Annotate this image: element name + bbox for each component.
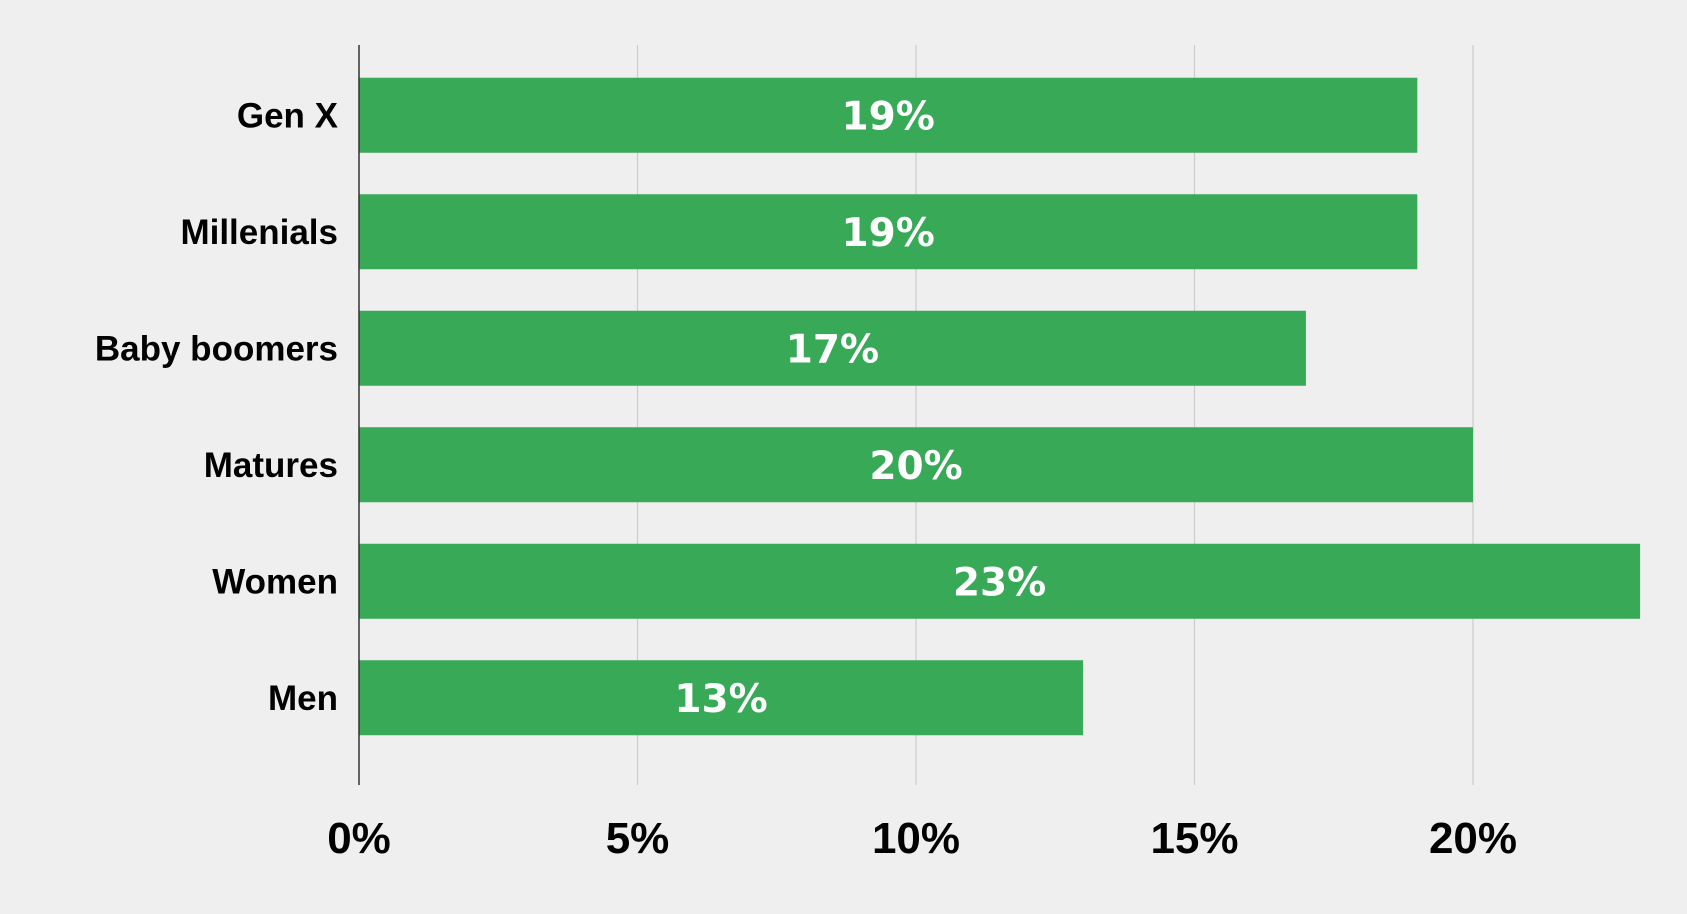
data-label: 19% xyxy=(841,94,934,139)
bar xyxy=(359,660,1084,736)
category-label: Matures xyxy=(204,446,338,485)
data-label: 20% xyxy=(869,444,962,489)
data-label: 17% xyxy=(786,327,879,372)
labels: 0% 5% 10% 15% 20% 19% Gen X 19% Millenials 17% Bab… xyxy=(95,94,1517,863)
category-label: Gen X xyxy=(237,96,339,135)
x-tick-label: 15% xyxy=(1150,814,1238,863)
bar xyxy=(359,77,1418,153)
bar xyxy=(359,310,1306,386)
category-label: Women xyxy=(212,562,338,601)
data-label: 23% xyxy=(953,560,1046,605)
bar xyxy=(359,543,1641,619)
category-label: Baby boomers xyxy=(95,329,338,368)
data-label: 13% xyxy=(674,677,767,722)
category-label: Men xyxy=(268,679,338,718)
category-label: Millenials xyxy=(180,213,338,252)
data-label: 19% xyxy=(841,211,934,256)
x-tick-label: 20% xyxy=(1429,814,1517,863)
bar xyxy=(359,194,1418,270)
bar xyxy=(359,427,1473,503)
bars xyxy=(359,77,1641,736)
x-tick-label: 0% xyxy=(327,814,391,863)
x-tick-label: 5% xyxy=(606,814,670,863)
x-tick-label: 10% xyxy=(872,814,960,863)
